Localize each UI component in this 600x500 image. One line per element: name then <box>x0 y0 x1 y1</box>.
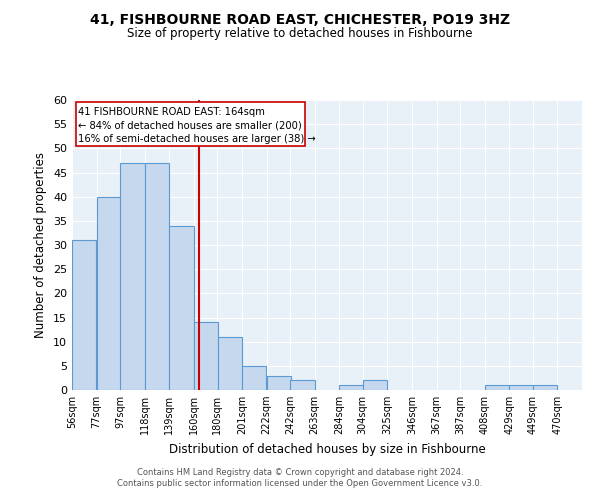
Text: Size of property relative to detached houses in Fishbourne: Size of property relative to detached ho… <box>127 28 473 40</box>
Text: 41, FISHBOURNE ROAD EAST, CHICHESTER, PO19 3HZ: 41, FISHBOURNE ROAD EAST, CHICHESTER, PO… <box>90 12 510 26</box>
Text: 41 FISHBOURNE ROAD EAST: 164sqm: 41 FISHBOURNE ROAD EAST: 164sqm <box>78 108 265 118</box>
Bar <box>242 366 266 390</box>
Y-axis label: Number of detached properties: Number of detached properties <box>34 152 47 338</box>
FancyBboxPatch shape <box>76 102 305 146</box>
Bar <box>485 385 509 390</box>
Bar <box>363 380 387 390</box>
Bar <box>340 385 364 390</box>
Bar <box>169 226 194 390</box>
Bar <box>194 322 218 390</box>
Bar <box>533 385 557 390</box>
Bar <box>120 163 145 390</box>
Text: ← 84% of detached houses are smaller (200): ← 84% of detached houses are smaller (20… <box>78 121 302 131</box>
Bar <box>97 196 121 390</box>
Bar <box>267 376 291 390</box>
Bar <box>218 337 242 390</box>
Text: 16% of semi-detached houses are larger (38) →: 16% of semi-detached houses are larger (… <box>78 134 316 144</box>
Bar <box>72 240 97 390</box>
X-axis label: Distribution of detached houses by size in Fishbourne: Distribution of detached houses by size … <box>169 442 485 456</box>
Bar <box>290 380 314 390</box>
Bar <box>145 163 169 390</box>
Bar <box>509 385 534 390</box>
Text: Contains HM Land Registry data © Crown copyright and database right 2024.
Contai: Contains HM Land Registry data © Crown c… <box>118 468 482 487</box>
